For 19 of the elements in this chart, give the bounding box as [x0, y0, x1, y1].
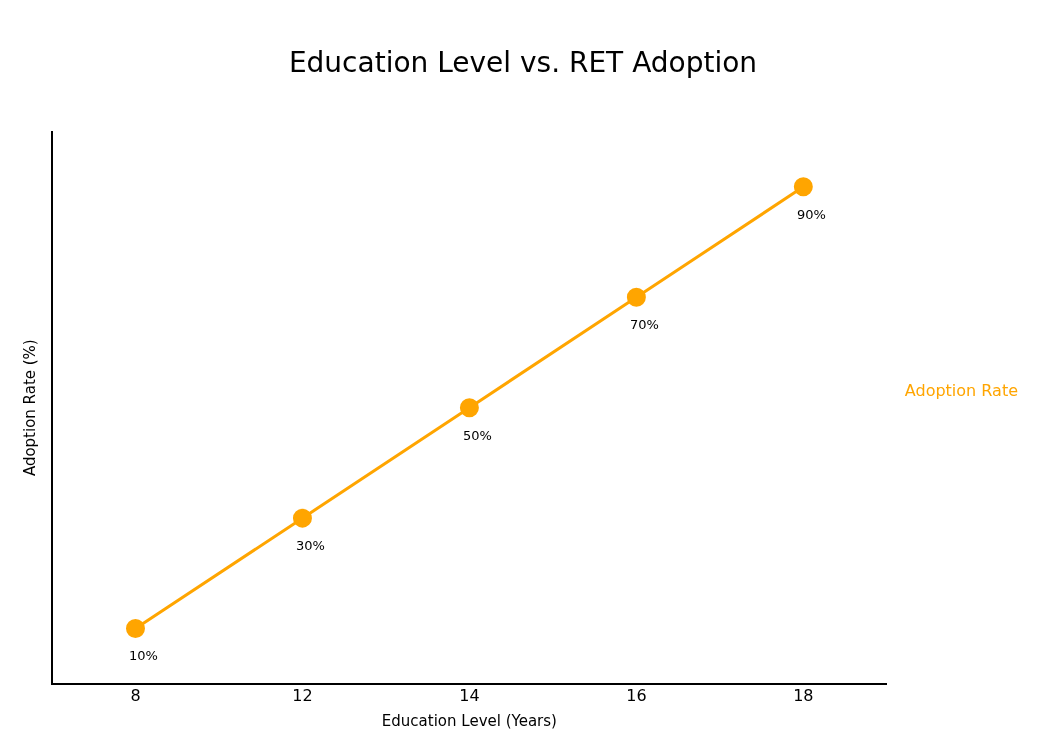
point: [459, 398, 479, 418]
x-tick-label: 12: [292, 685, 313, 705]
x-tick-label: 18: [793, 685, 814, 705]
x-tick-label: 8: [130, 685, 141, 705]
point: [125, 619, 145, 639]
data-label: 70%: [629, 317, 659, 333]
point: [626, 287, 646, 307]
data-label: 50%: [462, 427, 492, 443]
text: Adoption Rate: [904, 380, 1018, 400]
x-tick-label: 14: [459, 685, 480, 705]
point: [292, 508, 312, 528]
x-tick-label: 16: [626, 685, 647, 705]
data-label: 90%: [796, 206, 826, 222]
data-label: 10%: [129, 648, 158, 664]
point: [793, 177, 813, 197]
y-axis-title: Adoption Rate (%): [20, 339, 39, 477]
chart-title: Education Level vs. RET Adoption: [288, 46, 758, 80]
x-axis-title: Education Level (Years): [381, 711, 557, 730]
data-label: 30%: [295, 538, 325, 554]
